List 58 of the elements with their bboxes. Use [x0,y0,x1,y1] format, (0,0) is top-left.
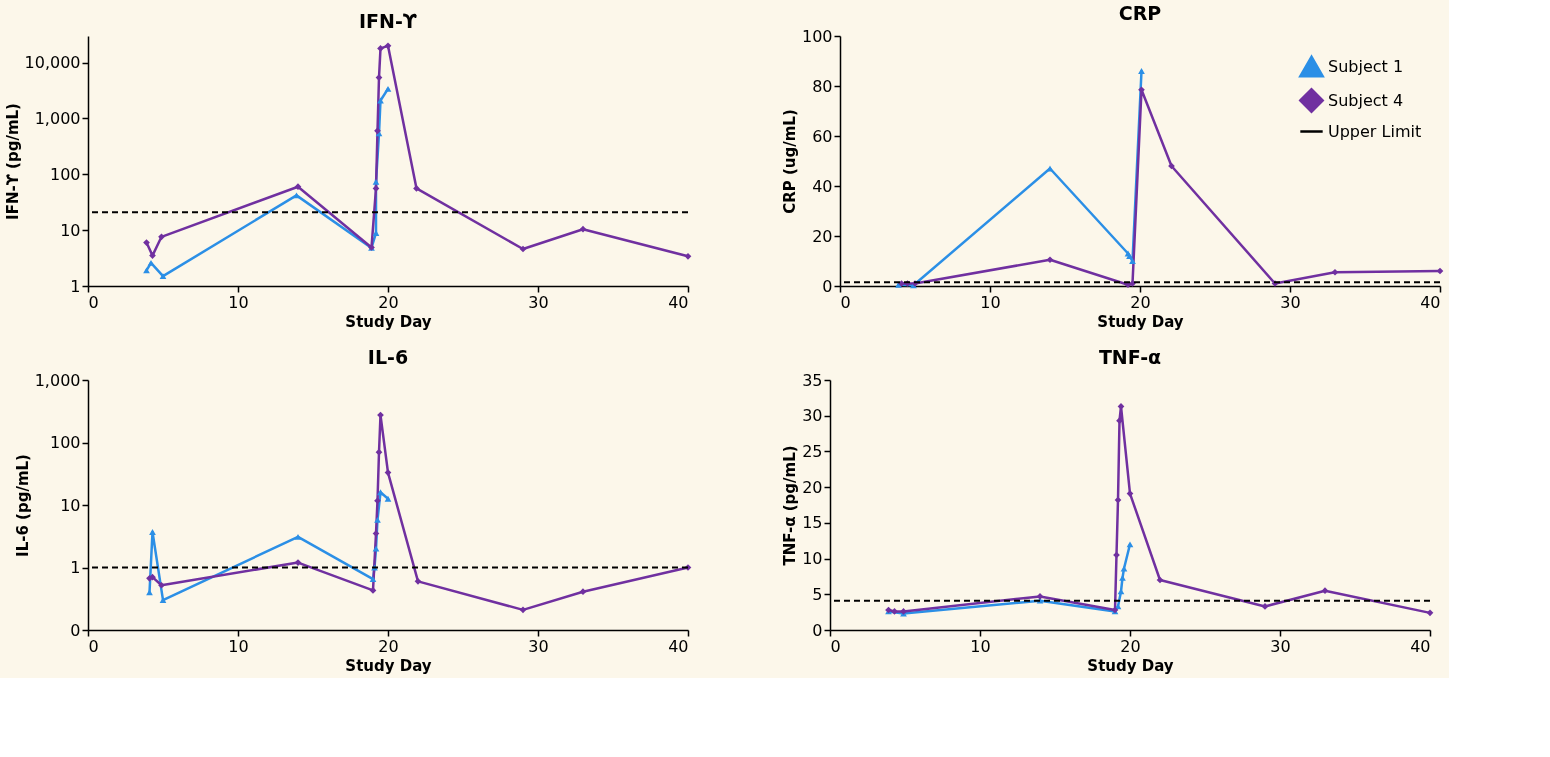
legend-label: Upper Limit [1328,121,1422,141]
y-tick-label: 10,000 [24,53,81,73]
x-tick-label: 40 [1410,636,1431,656]
x-axis-title: Study Day [345,312,432,331]
y-tick-label: 35 [802,370,823,390]
legend-label: Subject 4 [1328,90,1404,110]
chart-title: TNF-α [1098,346,1162,368]
y-tick-label: 60 [812,126,833,146]
x-tick-label: 0 [88,292,99,312]
x-axis-title: Study Day [345,656,432,675]
x-tick-label: 20 [1120,636,1141,656]
y-tick-label: 40 [812,176,833,196]
x-tick-label: 10 [980,292,1001,312]
x-tick-label: 30 [1280,292,1301,312]
chart-title: CRP [1118,2,1162,24]
y-tick-label: 0 [812,620,823,640]
y-tick-label: 1 [70,558,81,577]
y-axis-title: TNF-α (pg/mL) [781,445,800,566]
y-tick-label: 10 [802,549,823,569]
x-tick-label: 0 [88,636,99,656]
y-tick-label: 20 [812,226,833,246]
y-axis-title: IL-6 (pg/mL) [13,454,32,557]
y-tick-label: 1,000 [34,108,81,128]
y-axis-title: CRP (ug/mL) [780,109,799,214]
x-axis-title: Study Day [1087,656,1174,675]
x-tick-label: 10 [228,292,249,312]
legend-label: Subject 1 [1328,56,1404,76]
x-tick-label: 40 [668,292,689,312]
x-tick-label: 40 [668,636,689,656]
x-tick-label: 20 [378,636,399,656]
y-tick-label: 5 [812,584,823,604]
y-tick-label: 1 [70,276,81,296]
y-tick-label: 0 [822,276,833,296]
y-tick-label: 1,000 [34,370,81,390]
y-tick-label: 30 [802,406,823,426]
x-axis-title: Study Day [1097,312,1184,331]
y-tick-label: 100 [49,433,81,452]
x-tick-label: 10 [970,636,991,656]
y-tick-label: 80 [812,76,833,96]
y-tick-label: 100 [49,164,81,184]
y-axis-title: IFN-ϒ (pg/mL) [3,103,22,220]
y-tick-label: 15 [802,513,823,533]
x-tick-label: 30 [528,292,549,312]
x-tick-label: 20 [378,292,399,312]
y-tick-label: 0 [70,620,81,640]
x-tick-label: 10 [228,636,249,656]
y-tick-label: 25 [802,441,823,461]
chart-title: IFN-ϒ [358,10,418,32]
x-tick-label: 30 [528,636,549,656]
y-tick-label: 100 [801,26,833,46]
x-tick-label: 40 [1420,292,1441,312]
x-tick-label: 30 [1270,636,1291,656]
y-tick-label: 10 [60,495,81,515]
y-tick-label: 20 [802,477,823,497]
chart-title: IL-6 [367,346,409,368]
x-tick-label: 20 [1130,292,1151,312]
y-tick-label: 10 [60,220,81,240]
x-tick-label: 0 [840,292,851,312]
